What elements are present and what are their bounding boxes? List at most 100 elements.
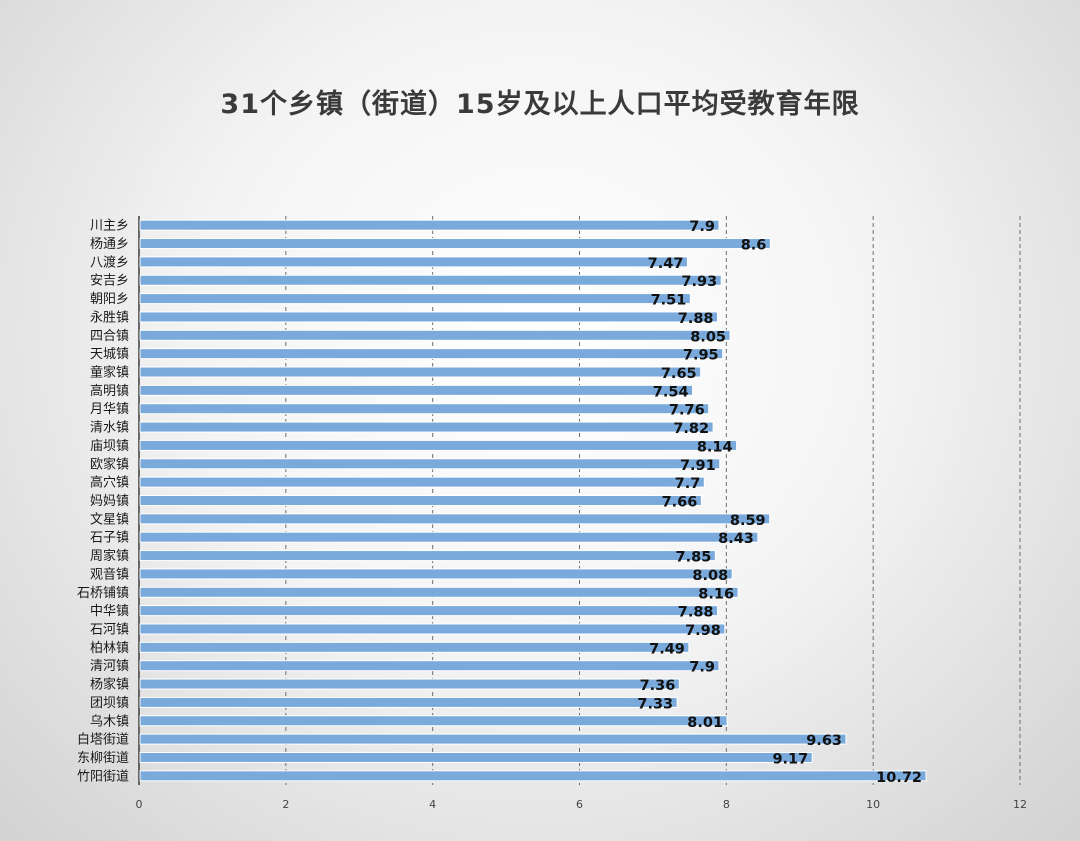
category-label: 柏林镇 xyxy=(90,641,129,656)
x-tick-label: 6 xyxy=(576,798,583,811)
data-label: 8.59 xyxy=(730,513,766,529)
data-label: 7.7 xyxy=(675,476,701,492)
category-label: 高明镇 xyxy=(90,383,129,399)
bar xyxy=(139,421,714,433)
data-label: 7.98 xyxy=(685,623,721,639)
category-label: 周家镇 xyxy=(90,548,129,564)
data-label: 8.16 xyxy=(698,586,734,602)
category-label: 杨通乡 xyxy=(90,237,129,252)
bar xyxy=(139,550,716,562)
category-label: 高穴镇 xyxy=(90,475,129,491)
bar xyxy=(139,568,733,580)
bar xyxy=(139,348,724,360)
bar xyxy=(139,678,680,690)
bar xyxy=(139,513,771,525)
x-tick-label: 4 xyxy=(429,798,436,811)
category-label: 妈妈镇 xyxy=(90,494,129,509)
data-label: 7.88 xyxy=(678,311,714,327)
bar xyxy=(139,641,690,653)
bar xyxy=(139,366,702,378)
data-label: 8.05 xyxy=(690,329,726,345)
data-label: 7.85 xyxy=(676,550,712,566)
category-label: 东柳街道 xyxy=(77,751,129,766)
bar xyxy=(139,439,738,451)
bar xyxy=(139,605,719,617)
category-label: 中华镇 xyxy=(90,604,129,619)
category-label: 石河镇 xyxy=(90,622,129,637)
data-label: 7.76 xyxy=(669,403,705,419)
category-label: 杨家镇 xyxy=(90,677,129,693)
bar xyxy=(139,770,927,782)
category-label: 天城镇 xyxy=(90,347,129,362)
category-label: 文星镇 xyxy=(90,512,129,527)
bar xyxy=(139,623,726,635)
category-label: 朝阳乡 xyxy=(90,292,129,307)
bar xyxy=(139,274,722,286)
data-label: 7.91 xyxy=(680,458,716,474)
category-label: 月华镇 xyxy=(90,402,129,417)
bar xyxy=(139,458,721,470)
data-label: 7.93 xyxy=(681,274,717,290)
data-label: 8.43 xyxy=(718,531,754,547)
category-label: 石子镇 xyxy=(90,531,129,546)
data-label: 7.33 xyxy=(637,696,673,712)
data-label: 7.49 xyxy=(649,641,685,657)
category-label: 八渡乡 xyxy=(90,254,129,270)
category-label: 清水镇 xyxy=(90,421,129,436)
bar xyxy=(139,495,702,506)
data-label: 7.9 xyxy=(689,660,715,676)
bar xyxy=(139,329,731,341)
category-label: 团坝镇 xyxy=(90,696,129,711)
bar xyxy=(139,311,719,323)
category-label: 安吉乡 xyxy=(90,274,129,289)
category-label: 竹阳街道 xyxy=(77,769,129,784)
bar xyxy=(139,476,705,488)
data-label: 9.17 xyxy=(772,751,808,767)
data-label: 10.72 xyxy=(876,770,922,786)
category-label: 四合镇 xyxy=(90,329,129,344)
data-label: 7.65 xyxy=(661,366,697,382)
x-tick-label: 12 xyxy=(1013,798,1027,811)
bar xyxy=(139,531,759,543)
data-label: 7.66 xyxy=(662,495,698,511)
bar xyxy=(139,733,847,745)
data-label: 7.47 xyxy=(648,256,684,272)
category-label: 白塔街道 xyxy=(77,732,129,748)
x-tick-label: 0 xyxy=(136,798,143,811)
data-label: 7.36 xyxy=(640,678,676,694)
data-label: 8.6 xyxy=(741,238,767,254)
data-label: 7.82 xyxy=(673,421,709,437)
category-label: 清河镇 xyxy=(90,659,129,674)
x-tick-label: 8 xyxy=(723,798,730,811)
bar xyxy=(139,384,694,396)
category-label: 永胜镇 xyxy=(90,310,129,325)
category-label: 川主乡 xyxy=(90,219,129,234)
bar xyxy=(139,715,728,727)
data-label: 9.63 xyxy=(806,733,842,749)
bar xyxy=(139,660,720,672)
bar xyxy=(139,586,739,598)
category-label: 石桥铺镇 xyxy=(77,586,129,601)
bar xyxy=(139,238,771,250)
chart-title: 31个乡镇（街道）15岁及以上人口平均受教育年限 xyxy=(220,89,860,120)
category-label: 观音镇 xyxy=(90,566,129,582)
data-label: 8.14 xyxy=(697,439,733,455)
x-tick-label: 10 xyxy=(866,798,880,811)
category-label: 童家镇 xyxy=(90,365,129,381)
bar xyxy=(139,696,678,708)
x-tick-label: 2 xyxy=(282,798,289,811)
bar xyxy=(139,219,720,231)
bar xyxy=(139,403,710,415)
data-label: 7.54 xyxy=(653,384,689,400)
data-label: 7.51 xyxy=(651,293,687,309)
data-label: 8.01 xyxy=(687,715,723,731)
category-label: 庙坝镇 xyxy=(90,439,129,454)
bar xyxy=(139,256,688,268)
category-label: 欧家镇 xyxy=(90,456,129,472)
data-label: 8.08 xyxy=(692,568,728,584)
data-label: 7.9 xyxy=(689,219,715,235)
category-label: 乌木镇 xyxy=(90,713,129,729)
bar xyxy=(139,751,813,763)
